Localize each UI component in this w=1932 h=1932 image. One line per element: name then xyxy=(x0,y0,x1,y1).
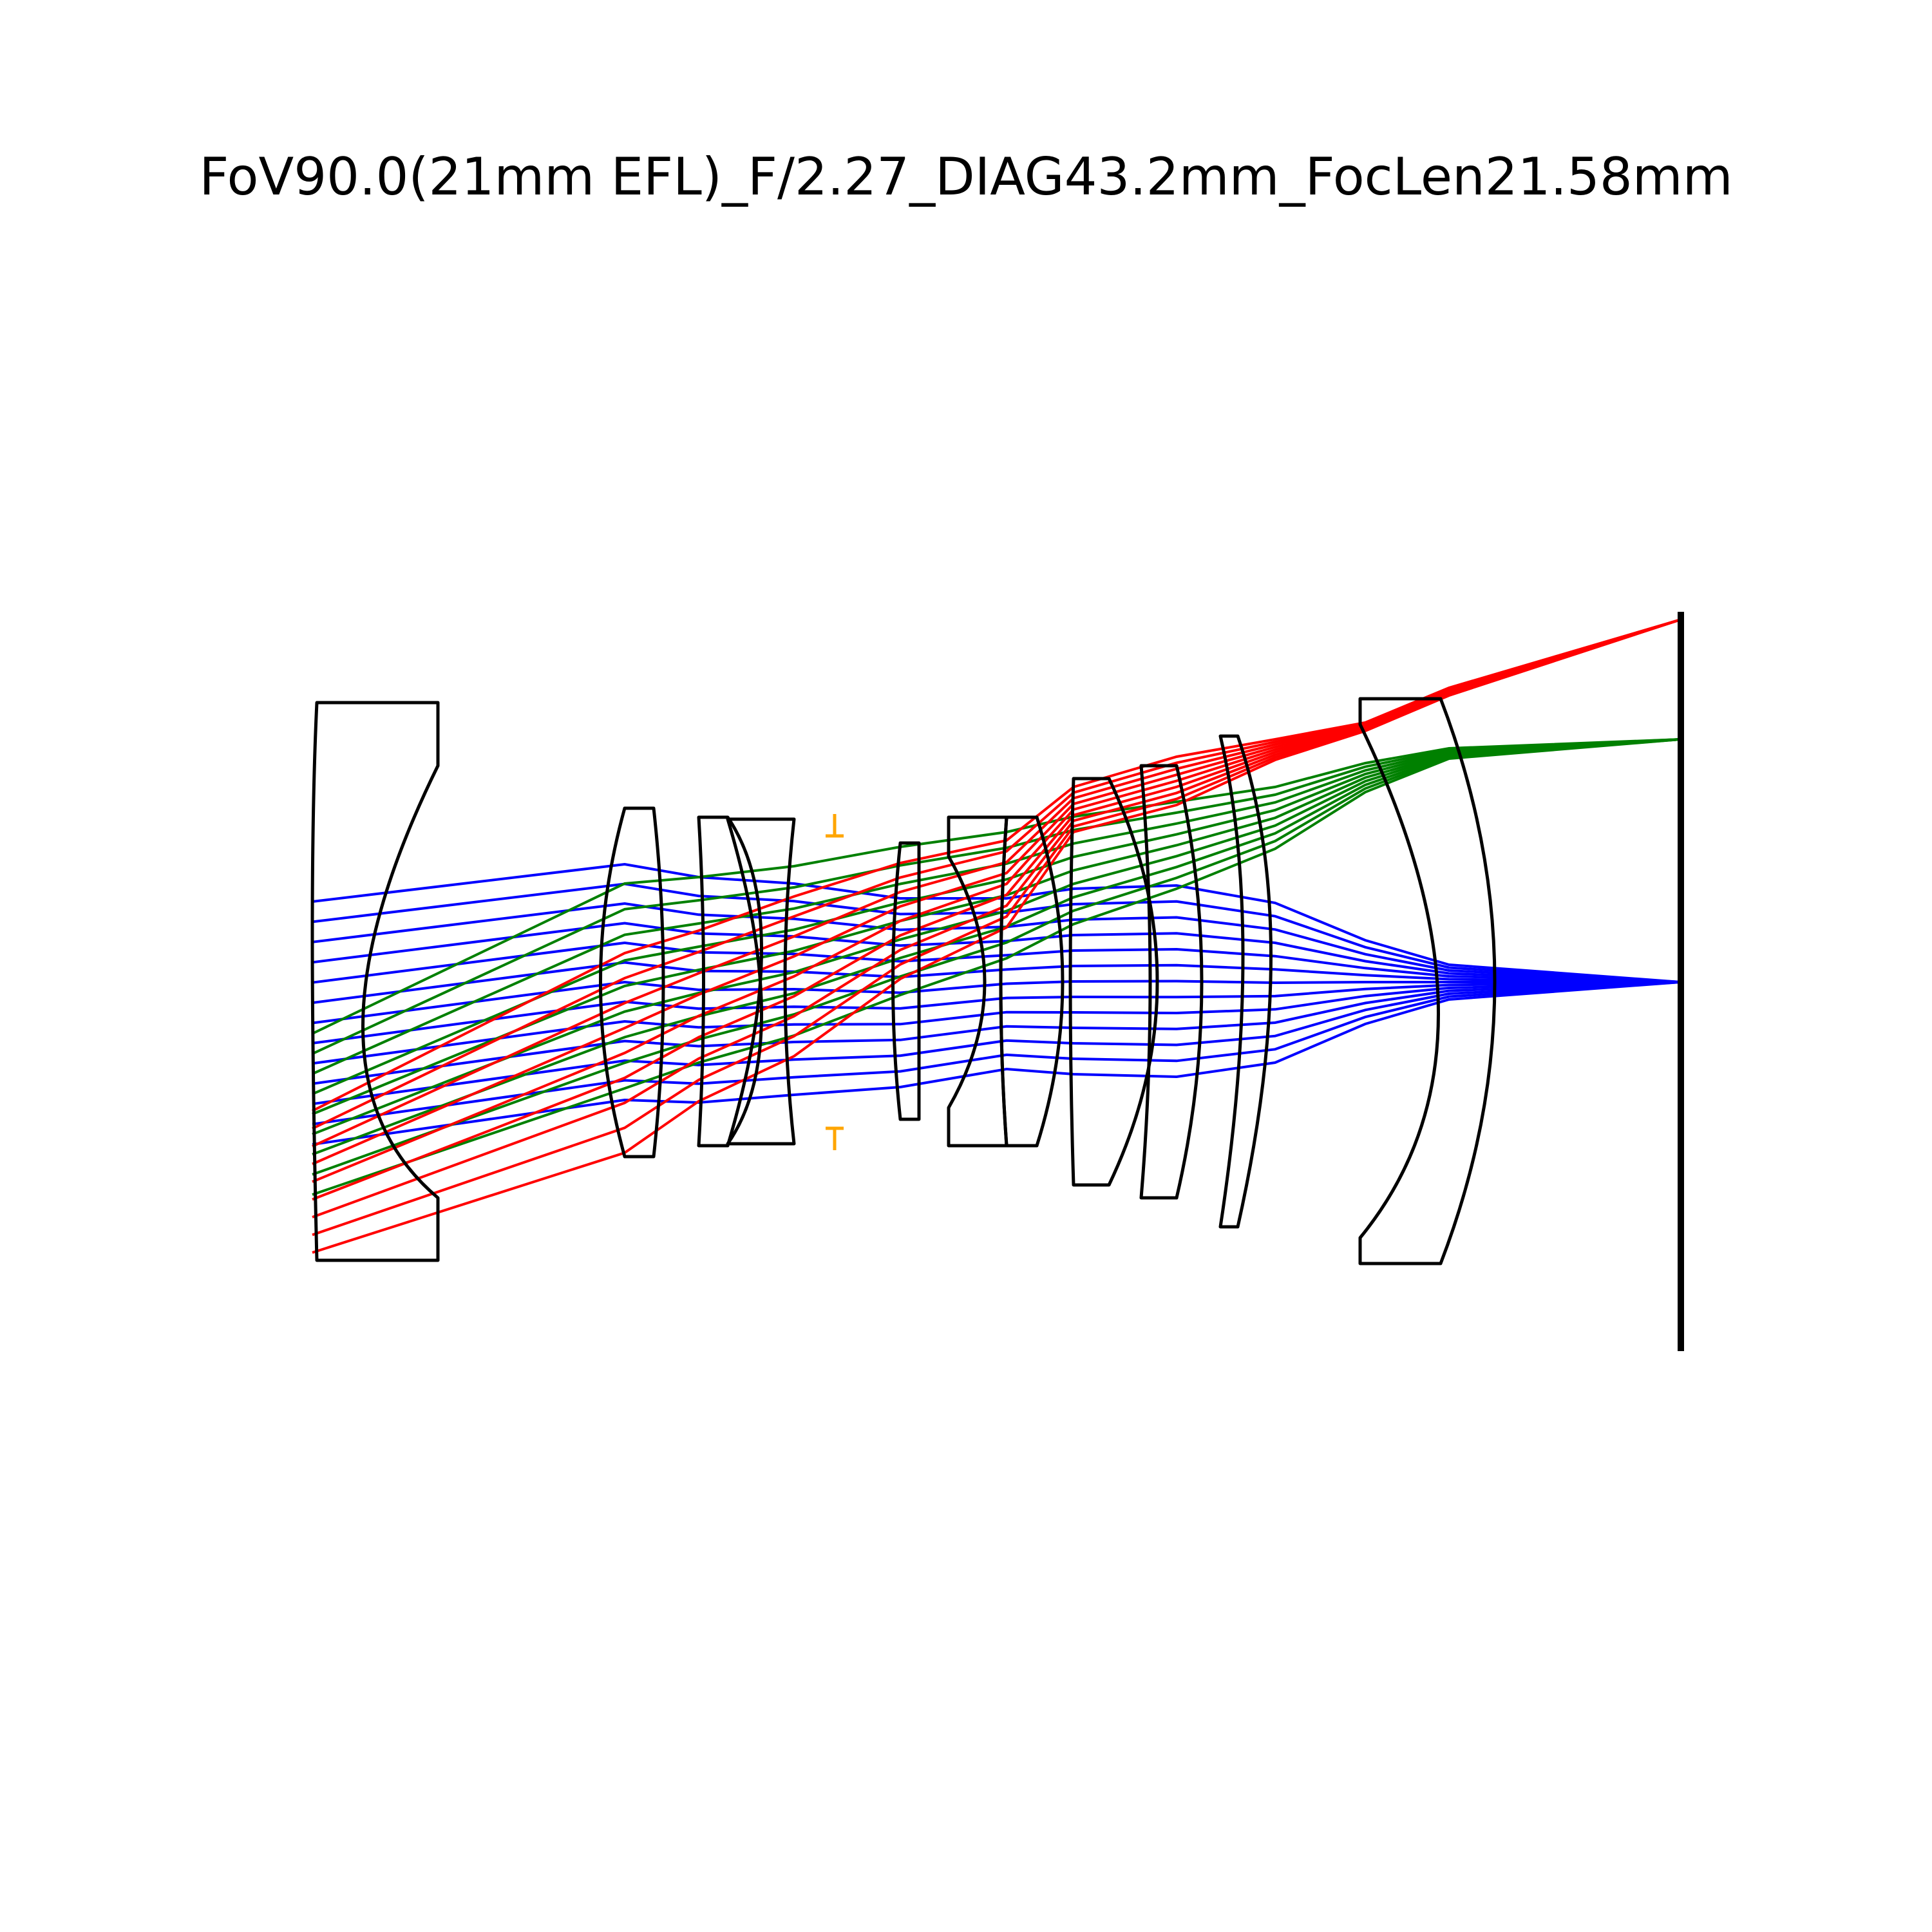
ray-on-axis-2 xyxy=(312,981,1681,1126)
ray-on-axis-3 xyxy=(312,981,1681,1106)
lens-elements xyxy=(310,697,1497,1265)
ray-mid-field-6 xyxy=(312,738,1681,1095)
lens-element-1 xyxy=(310,701,440,1262)
ray-on-axis-12 xyxy=(312,882,1681,983)
ray-bundles xyxy=(312,618,1681,1254)
aperture-stop-lower-mark xyxy=(826,1126,844,1150)
ray-on-axis-11 xyxy=(312,902,1681,983)
aperture-stop-upper-mark xyxy=(826,814,844,838)
lens-element-7 xyxy=(999,815,1065,1148)
ray-on-axis-8 xyxy=(312,961,1681,1005)
ray-full-field-3 xyxy=(312,618,1681,1218)
lens-element-4 xyxy=(726,817,796,1146)
ray-on-axis-7 xyxy=(312,980,1681,1025)
ray-full-field-7 xyxy=(312,618,1681,1148)
ray-mid-field-5 xyxy=(312,738,1681,1115)
ray-mid-field-4 xyxy=(312,738,1681,1136)
lens-element-3 xyxy=(697,815,763,1148)
ray-on-axis-6 xyxy=(312,981,1681,1045)
ray-full-field-9 xyxy=(312,618,1681,1112)
lens-element-9 xyxy=(1139,764,1204,1200)
ray-on-axis-13 xyxy=(312,862,1681,983)
ray-on-axis-1 xyxy=(312,981,1681,1146)
diagram-title: FoV90.0(21mm EFL)_F/2.27_DIAG43.2mm_FocL… xyxy=(199,147,1733,207)
ray-on-axis-10 xyxy=(312,922,1681,983)
lens-element-5 xyxy=(891,841,921,1121)
aperture-stop xyxy=(826,814,844,1150)
ray-on-axis-5 xyxy=(312,981,1681,1065)
ray-on-axis-9 xyxy=(312,941,1681,984)
lens-element-10 xyxy=(1218,734,1273,1229)
lens-element-11 xyxy=(1358,697,1497,1265)
ray-mid-field-3 xyxy=(312,738,1681,1156)
ray-full-field-5 xyxy=(312,618,1681,1183)
lens-element-2 xyxy=(599,806,665,1159)
ray-mid-field-7 xyxy=(312,738,1681,1075)
ray-full-field-6 xyxy=(312,618,1681,1166)
